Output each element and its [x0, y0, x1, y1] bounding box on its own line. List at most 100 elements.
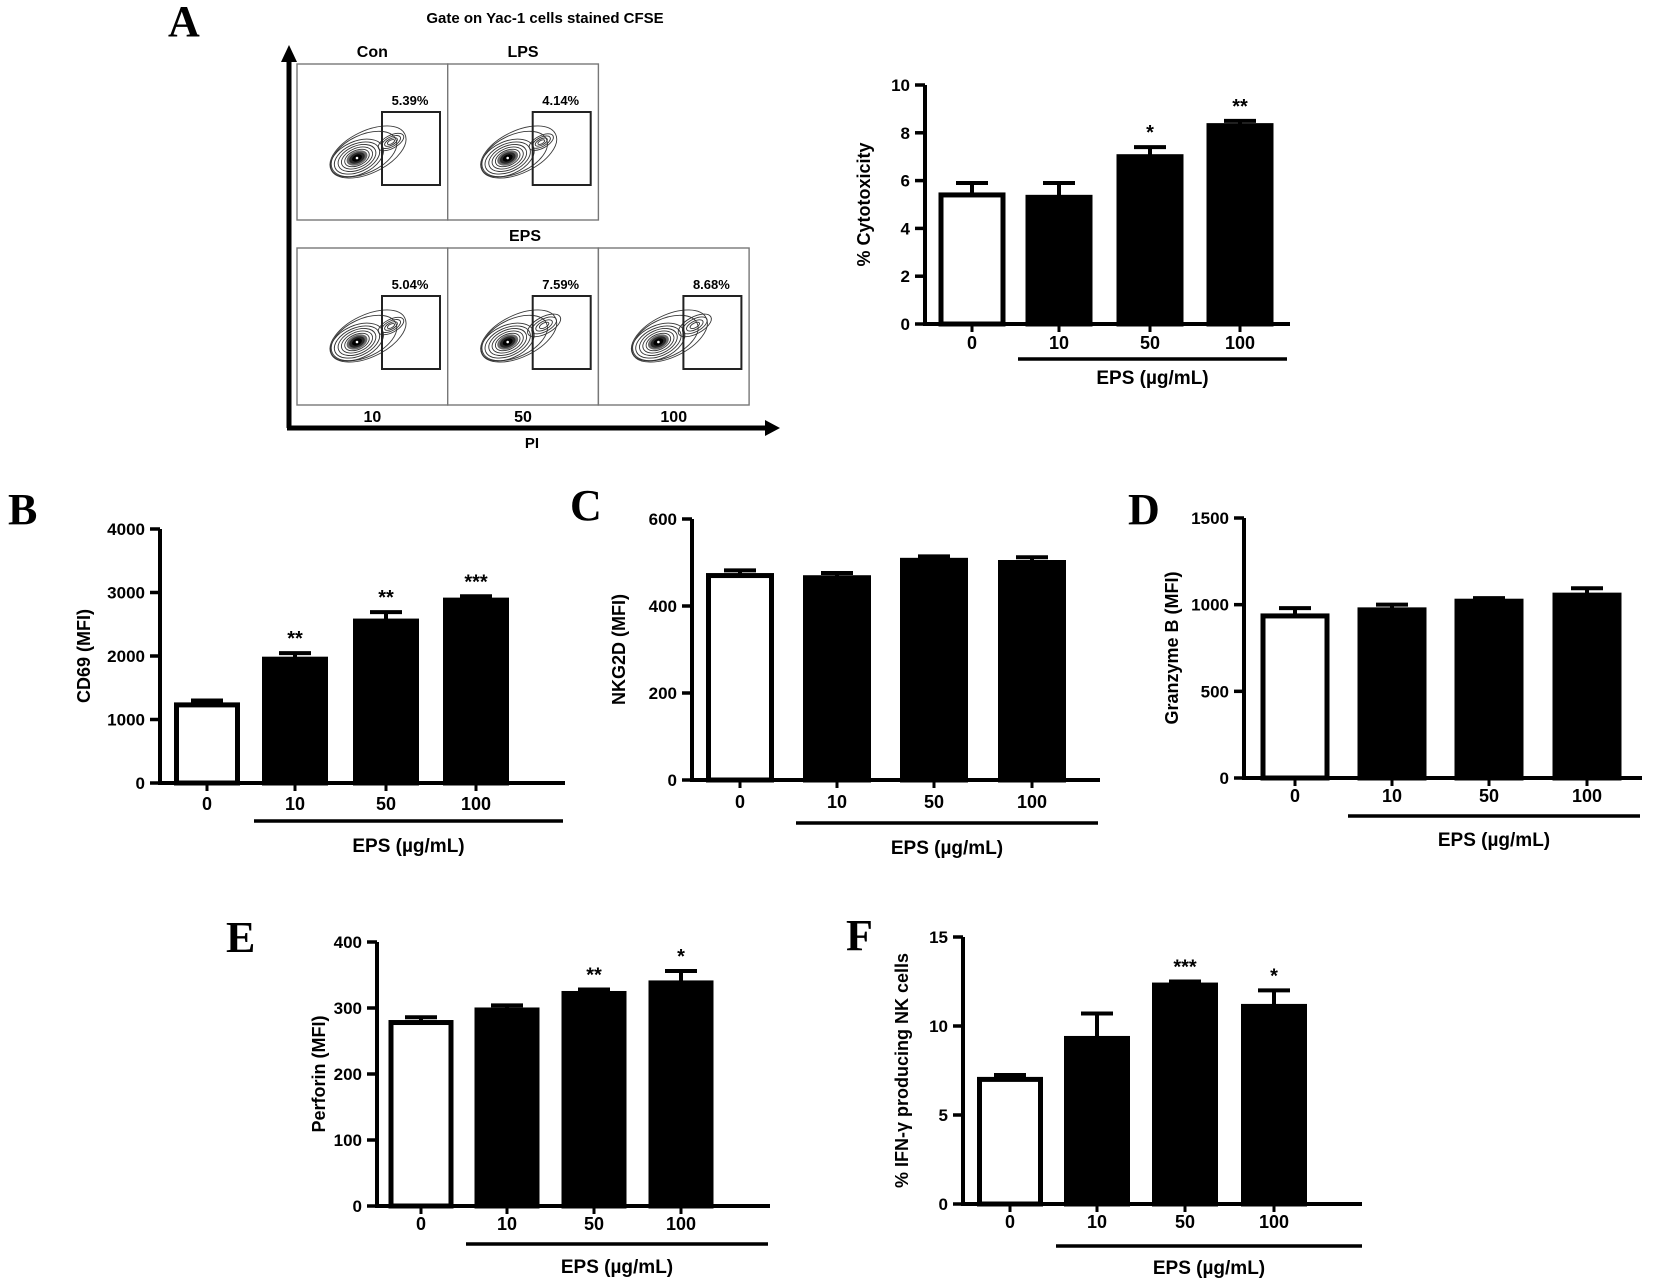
- panel-letter-f: F: [846, 911, 873, 960]
- y-tick-label: 2000: [107, 647, 145, 666]
- y-tick-label: 300: [334, 999, 362, 1018]
- contour-ring: [481, 314, 548, 362]
- contour-ring: [686, 319, 704, 332]
- x-category-label: 50: [924, 792, 944, 812]
- contour-ring: [689, 321, 700, 330]
- bar-0: [938, 192, 1006, 327]
- flow-gate: [531, 295, 592, 370]
- bar-50: [561, 990, 627, 1209]
- flow-cytometry-panel: Gate on Yac-1 cells stained CFSE PI EPS Con…: [281, 10, 780, 452]
- x-category-label: 50: [376, 794, 396, 814]
- y-tick-label: 0: [668, 771, 677, 790]
- blob-center-dot: [355, 340, 359, 344]
- flow-condition-label: LPS: [507, 44, 538, 61]
- x-axis-title: EPS (µg/mL): [1153, 1258, 1265, 1279]
- flow-plot-con: Con 5.39%: [296, 44, 449, 221]
- bar-10: [474, 1007, 540, 1209]
- contour-ring: [642, 330, 675, 354]
- bar-100: [1241, 1003, 1307, 1207]
- bar-50: [353, 618, 419, 786]
- y-tick-label: 500: [1201, 682, 1229, 701]
- flow-x-axis-label: PI: [525, 435, 539, 452]
- contour-ring: [386, 323, 396, 329]
- contour-ring: [377, 316, 405, 336]
- y-tick-label: 8: [901, 124, 910, 143]
- contour-ring: [632, 314, 699, 362]
- flow-dose-label: 50: [514, 409, 532, 426]
- flow-gate-percentage: 5.04%: [392, 277, 429, 292]
- x-category-label: 10: [1382, 786, 1402, 806]
- x-category-label: 0: [967, 333, 977, 353]
- contour-ring: [330, 314, 398, 362]
- bar-100: [998, 560, 1066, 783]
- y-tick-label: 3000: [107, 584, 145, 603]
- chart-nkg2d: 0 200 400 600 NKG2D (MFI) 0 10 50 100 EPS (µg/mL): [609, 510, 1100, 859]
- flow-plot-eps-10: 10 5.04%: [296, 247, 449, 426]
- y-axis-title: % IFN-γ producing NK cells: [892, 953, 912, 1188]
- significance-marker: *: [1270, 965, 1278, 987]
- flow-title: Gate on Yac-1 cells stained CFSE: [426, 10, 663, 27]
- x-category-label: 50: [584, 1214, 604, 1234]
- contour-ring: [491, 146, 524, 170]
- x-category-label: 50: [1175, 1212, 1195, 1232]
- bar-50: [1152, 982, 1218, 1207]
- bar-10: [1064, 1035, 1130, 1207]
- chart-cytotoxicity: 0 2 4 6 8 10 % Cytotoxicity 0 10 50 * 100 ** EPS (µg/…: [854, 76, 1290, 389]
- contour-ring: [677, 313, 712, 338]
- contour-ring: [537, 139, 546, 145]
- contour-ring: [538, 321, 550, 330]
- contour-ring: [488, 328, 528, 356]
- significance-marker: **: [378, 587, 394, 609]
- y-tick-label: 600: [649, 510, 677, 529]
- contour-ring: [494, 148, 521, 168]
- y-tick-label: 2: [901, 267, 910, 286]
- flow-eps-group-label: EPS: [509, 228, 541, 245]
- contour-ring: [494, 332, 521, 352]
- bar-0: [1260, 613, 1330, 781]
- y-tick-label: 4000: [107, 520, 145, 539]
- x-category-label: 100: [1572, 786, 1602, 806]
- x-axis-title: EPS (µg/mL): [352, 836, 464, 857]
- x-category-label: 10: [1087, 1212, 1107, 1232]
- x-category-label: 0: [416, 1214, 426, 1234]
- blob-center-dot: [355, 156, 359, 160]
- y-tick-label: 400: [334, 933, 362, 952]
- flow-dose-label: 10: [363, 409, 381, 426]
- y-tick-label: 10: [929, 1017, 948, 1036]
- contour-ring: [329, 125, 407, 179]
- x-category-label: 100: [666, 1214, 696, 1234]
- flow-plot-eps-100: 100 8.68%: [597, 247, 750, 426]
- contour-ring: [491, 330, 524, 354]
- flow-gate: [381, 111, 441, 186]
- flow-condition-label: Con: [357, 44, 388, 61]
- panel-letter-b: B: [8, 485, 38, 534]
- flow-plot-frame: [296, 63, 449, 221]
- x-category-label: 0: [735, 792, 745, 812]
- y-tick-label: 5: [939, 1106, 948, 1125]
- flow-dose-label: 100: [660, 409, 687, 426]
- contour-ring: [488, 144, 528, 172]
- x-axis-title: EPS (µg/mL): [1438, 830, 1550, 851]
- x-category-label: 50: [1140, 333, 1160, 353]
- contour-ring: [534, 137, 548, 147]
- y-tick-label: 200: [649, 684, 677, 703]
- x-category-label: 100: [1259, 1212, 1289, 1232]
- bar-100: [648, 980, 714, 1209]
- y-tick-label: 0: [136, 774, 145, 793]
- y-tick-label: 4: [901, 219, 911, 238]
- x-category-label: 100: [461, 794, 491, 814]
- contour-ring: [535, 319, 553, 332]
- contour-ring: [340, 146, 374, 170]
- x-category-label: 100: [1225, 333, 1255, 353]
- y-tick-label: 1500: [1191, 509, 1229, 528]
- contour-ring: [340, 330, 374, 354]
- contour-ring: [645, 332, 672, 352]
- y-tick-label: 6: [901, 172, 910, 191]
- bar-0: [977, 1076, 1043, 1207]
- contour-ring: [337, 328, 377, 356]
- contour-ring: [484, 325, 531, 359]
- flow-y-axis-arrowhead: [281, 45, 297, 62]
- x-category-label: 0: [1290, 786, 1300, 806]
- panel-letter-c: C: [570, 481, 602, 530]
